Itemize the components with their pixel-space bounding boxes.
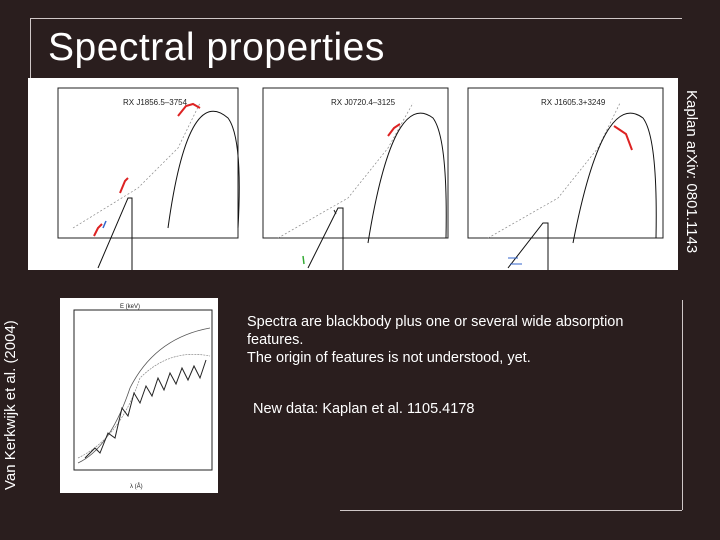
caption-left-citation: Van Kerkwijk et al. (2004) [2, 320, 19, 490]
caption-right-citation: Kaplan arXiv: 0801.1143 [683, 90, 700, 254]
sed-figure: RX J1856.5–3754 RX J0720.4–3125 RX J1605… [57, 87, 664, 270]
sed-plot-1: RX J1856.5–3754 [57, 87, 240, 270]
text-line-origin: The origin of features is not understood… [247, 350, 531, 366]
spectrum-top-axis-label: E (keV) [120, 304, 140, 310]
frame-line-left [30, 18, 31, 88]
absorption-spectrum-panel: E (keV) λ (Å) [60, 298, 218, 493]
absorption-spectrum: E (keV) λ (Å) [73, 304, 213, 490]
frame-line-bottom [340, 510, 682, 511]
plot-3-label: RX J1605.3+3249 [541, 98, 606, 107]
text-new-data-reference: New data: Kaplan et al. 1105.4178 [253, 401, 475, 417]
spectrum-x-axis-label: λ (Å) [130, 483, 143, 490]
frame-line-top [30, 18, 682, 19]
text-line-blackbody: Spectra are blackbody plus one or severa… [247, 314, 624, 348]
frame-line-right [682, 300, 683, 510]
sed-plot-2: RX J0720.4–3125 [262, 87, 449, 270]
sed-plot-3: RX J1605.3+3249 [467, 87, 664, 270]
plot-2-label: RX J0720.4–3125 [331, 98, 396, 107]
sed-figure-panel: RX J1856.5–3754 RX J0720.4–3125 RX J1605… [28, 78, 678, 270]
plot-1-label: RX J1856.5–3754 [123, 98, 188, 107]
slide-body-text: Spectra are blackbody plus one or severa… [247, 313, 667, 367]
slide-title: Spectral properties [48, 26, 385, 69]
